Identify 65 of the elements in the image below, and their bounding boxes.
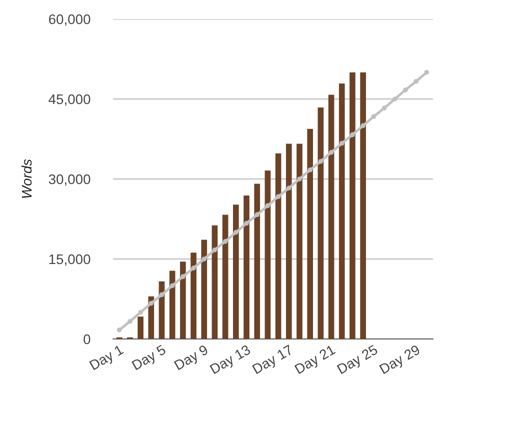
point [339,140,344,146]
point [424,70,430,75]
point [360,123,366,128]
point [350,132,355,138]
point [382,106,387,110]
x-tick-label: Day 17 [252,344,295,377]
bar [212,225,218,339]
point [244,220,249,226]
point [265,203,270,208]
point [180,274,186,280]
bar [158,281,165,339]
y-tick-label: 30,000 [48,174,90,186]
bar [264,170,271,339]
point [128,318,132,324]
bar [296,144,302,339]
bar [169,270,176,339]
x-tick-label: Day 1 [89,344,126,373]
point [254,212,260,218]
point [276,194,281,200]
bar [350,72,356,339]
point [148,300,154,306]
point [222,238,228,244]
bar [244,196,250,339]
x-tick-label: Day 9 [174,344,210,373]
point [191,266,196,270]
bar [254,184,260,339]
x-tick-label: Day 29 [379,344,422,377]
bar [338,84,345,339]
y-tick-label: 0 [84,334,90,344]
x-tick-label: Day 21 [294,344,338,377]
y-tick-label: 45,000 [48,94,90,106]
bar [180,262,186,339]
y-tick-label: 60,000 [49,14,90,26]
x-tick-label: Day 5 [132,344,168,373]
bar [222,214,228,339]
point [403,88,408,92]
x-tick-label: Day 25 [336,344,380,377]
y-tick-label: 15,000 [49,254,90,266]
point [286,186,292,190]
point [371,114,376,120]
point [414,78,418,84]
bar [286,144,292,339]
point [233,230,238,235]
bar [360,72,366,339]
point [318,158,324,164]
point [202,256,207,262]
point [170,283,175,288]
point [308,168,313,172]
bar [328,94,334,339]
bar [190,252,196,339]
bar [201,240,208,339]
bar [138,316,144,339]
y-axis-title: Words [21,159,32,198]
point [392,96,398,102]
point [116,328,122,332]
bar [307,128,313,339]
bar [275,153,282,339]
bar [318,108,324,339]
point [138,310,143,315]
x-tick-label: Day 13 [210,344,252,377]
point [159,292,164,298]
bar [233,204,239,339]
point [328,150,334,155]
point [212,248,218,252]
point [297,176,302,182]
